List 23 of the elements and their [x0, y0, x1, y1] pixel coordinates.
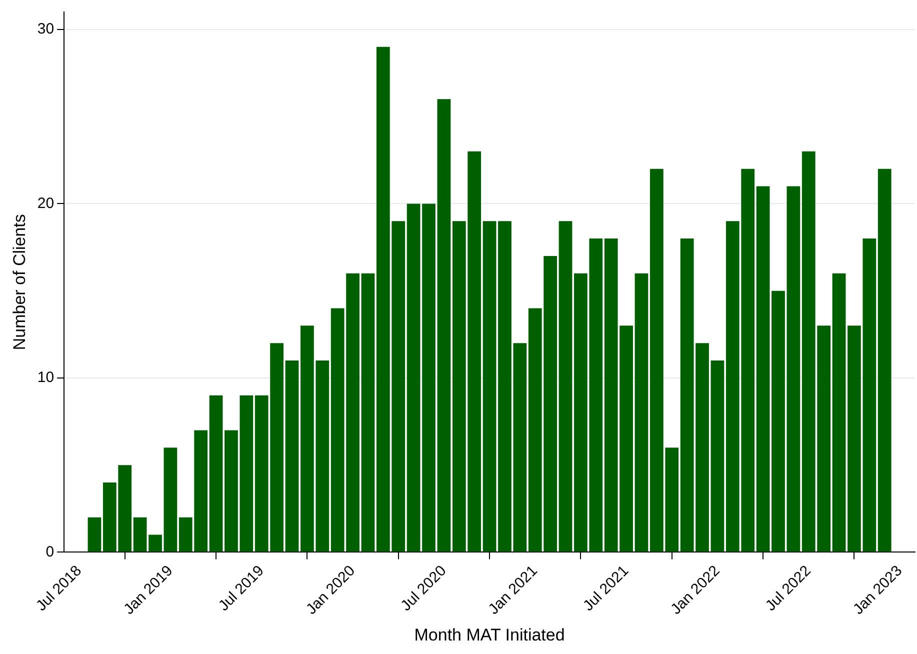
bar: [164, 448, 178, 552]
bar: [756, 186, 770, 552]
x-axis-title: Month MAT Initiated: [414, 625, 565, 644]
y-tick-label: 20: [37, 194, 54, 212]
bar: [878, 168, 892, 552]
bar: [285, 360, 299, 552]
bar: [209, 395, 223, 552]
bar: [710, 360, 724, 552]
bar: [88, 517, 102, 552]
y-tick-label: 30: [37, 20, 54, 38]
bar: [558, 221, 572, 552]
bar: [482, 221, 496, 552]
bar: [437, 99, 451, 552]
bar: [133, 517, 147, 552]
bar: [832, 273, 846, 552]
bar: [772, 290, 785, 552]
y-tick-label: 10: [37, 369, 54, 386]
bar: [634, 273, 648, 552]
bar: [361, 273, 375, 552]
bar: [148, 534, 162, 552]
bar: [786, 186, 800, 552]
y-tick-label: 0: [46, 543, 54, 560]
y-axis-title: Number of Clients: [10, 214, 29, 350]
